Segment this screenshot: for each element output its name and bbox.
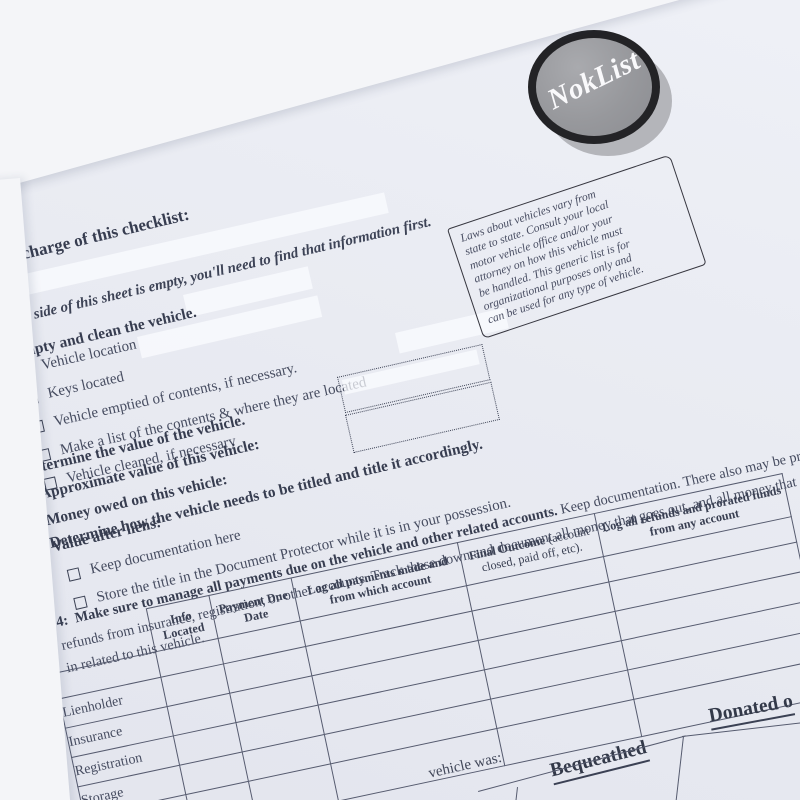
- checkbox-icon: [66, 566, 82, 582]
- logo-disc: [536, 38, 652, 136]
- noklist-logo: NokList: [528, 30, 678, 160]
